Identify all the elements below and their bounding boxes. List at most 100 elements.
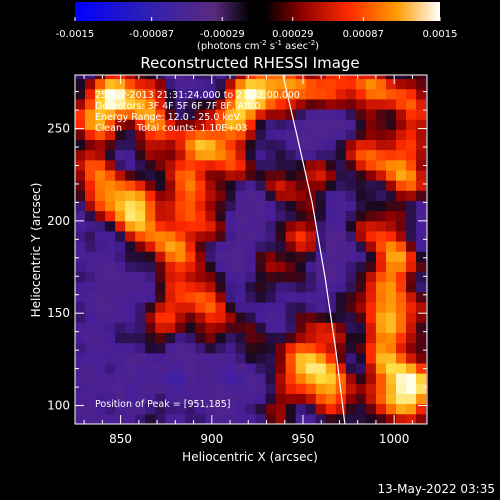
heatmap-cell: [205, 393, 216, 405]
heatmap-cell: [285, 190, 297, 201]
heatmap-cell: [105, 393, 116, 405]
heatmap-cell: [426, 383, 427, 394]
heatmap-cell: [75, 139, 86, 151]
heatmap-cell: [406, 75, 417, 80]
heatmap-cell: [205, 352, 216, 364]
heatmap-cell: [235, 109, 246, 120]
heatmap-cell: [426, 139, 427, 151]
heatmap-cell: [385, 271, 397, 283]
heatmap-cell: [285, 352, 297, 364]
heatmap-cell: [225, 88, 236, 100]
heatmap-cell: [205, 78, 216, 90]
heatmap-cell: [355, 281, 367, 293]
heatmap-cell: [416, 291, 427, 303]
heatmap-cell: [305, 332, 317, 344]
heatmap-cell: [345, 170, 357, 181]
heatmap-cell: [175, 149, 186, 161]
heatmap-cell: [355, 363, 367, 374]
heatmap-cell: [365, 312, 377, 323]
heatmap-cell: [195, 352, 206, 364]
heatmap-cell: [115, 231, 126, 242]
heatmap-cell: [75, 393, 86, 405]
heatmap-cell: [295, 88, 307, 100]
heatmap-cell: [125, 119, 136, 130]
heatmap-cell: [105, 99, 116, 110]
heatmap-cell: [385, 190, 397, 201]
heatmap-cell: [255, 210, 266, 222]
heatmap-cell: [105, 332, 116, 344]
heatmap-cell: [105, 170, 116, 181]
heatmap-cell: [345, 383, 357, 394]
heatmap-cell: [416, 159, 427, 171]
heatmap-cell: [375, 149, 387, 161]
heatmap-cell: [115, 149, 126, 161]
heatmap-cell: [155, 342, 166, 354]
heatmap-cell: [406, 281, 417, 293]
heatmap-cell: [225, 75, 236, 80]
heatmap-cell: [285, 332, 297, 344]
heatmap-cell: [195, 413, 206, 424]
heatmap-cell: [185, 302, 196, 313]
heatmap-cell: [205, 88, 216, 100]
heatmap-cell: [305, 129, 317, 141]
heatmap-cell: [255, 302, 266, 313]
heatmap-cell: [155, 99, 166, 110]
heatmap-cell: [395, 281, 407, 293]
heatmap-cell: [385, 159, 397, 171]
heatmap-cell: [135, 200, 146, 212]
heatmap-cell: [165, 129, 176, 141]
heatmap-cell: [416, 281, 427, 293]
heatmap-cell: [375, 363, 387, 374]
heatmap-cell: [245, 109, 256, 120]
heatmap-cell: [155, 119, 166, 130]
x-tick-label: 1000: [379, 432, 410, 446]
heatmap-cell: [355, 373, 367, 384]
heatmap-cell: [155, 291, 166, 303]
heatmap-cell: [235, 190, 246, 201]
heatmap-cell: [375, 129, 387, 141]
heatmap-cell: [85, 99, 96, 110]
heatmap-cell: [355, 119, 367, 130]
heatmap-cell: [426, 261, 427, 273]
heatmap-cell: [165, 190, 176, 201]
heatmap-cell: [416, 251, 427, 262]
heatmap-cell: [145, 170, 156, 181]
heatmap-cell: [255, 231, 266, 242]
heatmap-cell: [155, 231, 166, 242]
heatmap-cell: [325, 149, 337, 161]
y-tick-label: 150: [47, 306, 70, 320]
heatmap-cell: [275, 231, 287, 242]
heatmap-cell: [115, 403, 126, 415]
heatmap-cell: [426, 88, 427, 100]
heatmap-cell: [275, 119, 287, 130]
heatmap-cell: [105, 291, 116, 303]
heatmap-cell: [345, 393, 357, 405]
heatmap-cell: [395, 261, 407, 273]
heatmap-cell: [305, 159, 317, 171]
heatmap-cell: [315, 159, 327, 171]
heatmap-cell: [205, 231, 216, 242]
heatmap-cell: [406, 231, 417, 242]
heatmap-cell: [325, 403, 337, 415]
heatmap-cell: [95, 363, 106, 374]
heatmap-cell: [375, 231, 387, 242]
heatmap-cell: [85, 322, 96, 333]
heatmap-cell: [115, 261, 126, 273]
heatmap-cell: [285, 241, 297, 252]
heatmap-cell: [225, 271, 236, 283]
heatmap-cell: [245, 383, 256, 394]
heatmap-cell: [115, 210, 126, 222]
heatmap-cell: [75, 281, 86, 293]
heatmap-cell: [385, 220, 397, 232]
heatmap-cell: [275, 271, 287, 283]
heatmap-cell: [426, 393, 427, 405]
heatmap-cell: [145, 75, 156, 80]
heatmap-cell: [275, 159, 287, 171]
heatmap-cell: [295, 413, 307, 424]
heatmap-cell: [75, 251, 86, 262]
heatmap-cell: [235, 363, 246, 374]
heatmap-cell: [426, 251, 427, 262]
heatmap-cell: [85, 291, 96, 303]
heatmap-cell: [426, 119, 427, 130]
heatmap-cell: [295, 302, 307, 313]
